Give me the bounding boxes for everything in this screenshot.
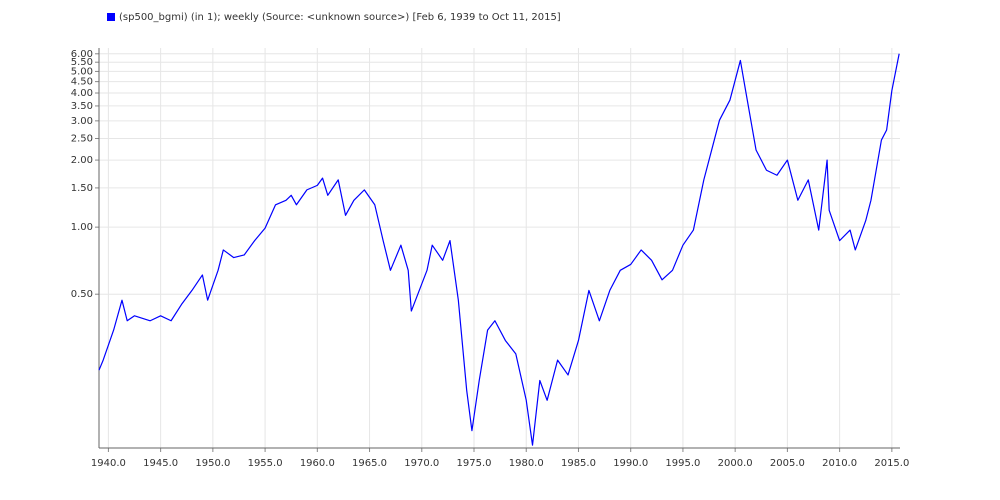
data-line bbox=[98, 53, 900, 446]
y-tick-label: 0.50 bbox=[71, 289, 93, 300]
y-tick-label: 3.00 bbox=[71, 116, 93, 127]
x-tick-label: 1985.0 bbox=[561, 458, 596, 469]
legend-swatch bbox=[107, 13, 115, 21]
y-tick-label: 2.00 bbox=[71, 155, 93, 166]
x-tick-label: 1965.0 bbox=[352, 458, 387, 469]
x-tick-label: 2010.0 bbox=[822, 458, 857, 469]
x-tick-label: 1940.0 bbox=[91, 458, 126, 469]
y-tick-label: 2.50 bbox=[71, 133, 93, 144]
x-tick-label: 1980.0 bbox=[509, 458, 544, 469]
x-tick-label: 1995.0 bbox=[665, 458, 700, 469]
x-tick-label: 1970.0 bbox=[404, 458, 439, 469]
legend-label: (sp500_bgmi) (in 1); weekly (Source: <un… bbox=[119, 12, 561, 23]
x-tick-label: 2015.0 bbox=[874, 458, 909, 469]
y-tick-label: 6.00 bbox=[71, 49, 93, 60]
x-tick-label: 1945.0 bbox=[143, 458, 178, 469]
x-tick-label: 1990.0 bbox=[613, 458, 648, 469]
y-tick-label: 1.00 bbox=[71, 222, 93, 233]
y-tick-label: 4.50 bbox=[71, 77, 93, 88]
x-tick-label: 1975.0 bbox=[457, 458, 492, 469]
y-tick-label: 3.50 bbox=[71, 101, 93, 112]
y-tick-label: 1.50 bbox=[71, 183, 93, 194]
x-tick-label: 2005.0 bbox=[770, 458, 805, 469]
y-tick-label: 5.50 bbox=[71, 57, 93, 68]
x-tick-label: 1960.0 bbox=[300, 458, 335, 469]
x-tick-label: 2000.0 bbox=[718, 458, 753, 469]
y-tick-label: 4.00 bbox=[71, 88, 93, 99]
y-tick-label: 5.00 bbox=[71, 66, 93, 77]
x-tick-label: 1950.0 bbox=[195, 458, 230, 469]
x-tick-label: 1955.0 bbox=[248, 458, 283, 469]
